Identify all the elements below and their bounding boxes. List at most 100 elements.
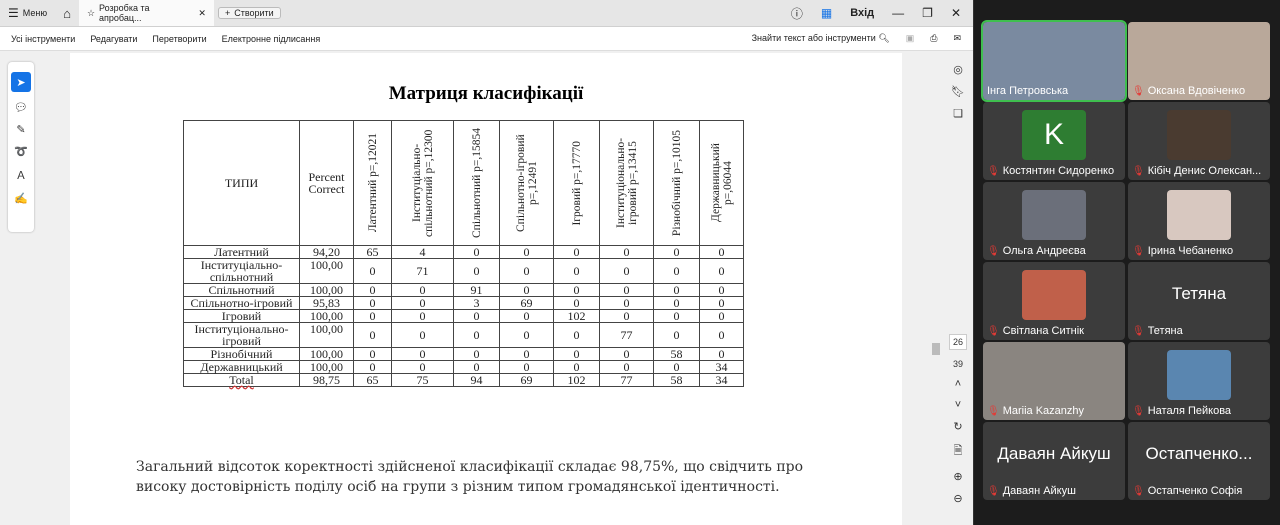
close-window-icon[interactable]: ✕ — [950, 6, 961, 20]
table-cell: 0 — [653, 360, 700, 374]
bookmark-icon[interactable]: 🔖︎ — [951, 86, 965, 98]
column-header: Латентний p=,12021 — [353, 120, 392, 246]
summary-paragraph: Загальний відсоток коректності здійснено… — [136, 459, 804, 495]
help-icon[interactable]: ⓘ — [790, 6, 803, 21]
page-down-icon[interactable]: ˅ — [954, 399, 962, 411]
table-cell: 100,00 — [299, 360, 354, 374]
table-cell: 69 — [499, 373, 554, 387]
apps-icon[interactable]: ▦ — [820, 6, 833, 20]
tab-bar: ☰ Меню ⌂ ☆ Розробка та апробац... ✕ + Створи… — [0, 0, 973, 27]
participant-tile[interactable]: Інга Петровська — [981, 20, 1127, 102]
table-cell: 34 — [699, 373, 744, 387]
table-cell: 0 — [499, 283, 554, 297]
zoom-in-icon[interactable]: ⊕ — [953, 471, 963, 483]
pages-icon[interactable]: ❏ — [953, 108, 963, 120]
column-header: Спільнотний p=,15854 — [453, 120, 500, 246]
table-row: Державницький 100,00 0 0 0 0 0 0 0 34 — [183, 360, 744, 374]
classification-table: ТИПИ Percent Correct Латентний p=,12021 Інс… — [183, 120, 744, 387]
edit-menu[interactable]: Редагувати — [90, 33, 138, 44]
participant-tile[interactable]: 🎙︎ Наталя Пейкова — [1128, 342, 1270, 420]
participant-tile[interactable]: 🎙︎ Кібіч Денис Олексан... — [1128, 102, 1270, 180]
participant-name: 🎙︎ Наталя Пейкова — [1132, 405, 1231, 417]
participant-tile[interactable]: Тетяна 🎙︎ Тетяна — [1128, 262, 1270, 340]
table-cell: 95,83 — [299, 296, 354, 310]
page-total: 39 — [952, 359, 963, 369]
column-header: Ігровий p=,17770 — [553, 120, 600, 246]
participant-photo — [1167, 350, 1231, 400]
zoom-out-icon[interactable]: ⊖ — [953, 493, 963, 505]
restore-icon[interactable]: ❐ — [922, 6, 933, 20]
participant-name: 🎙︎ Кібіч Денис Олексан... — [1132, 165, 1261, 177]
table-cell: 0 — [599, 258, 654, 284]
participant-tile[interactable]: 🎙︎ Mariia Kazanzhy — [983, 342, 1125, 420]
participant-name: 🎙︎ Світлана Ситнік — [987, 325, 1084, 337]
table-cell: 0 — [453, 360, 500, 374]
create-button[interactable]: + Створити — [217, 7, 281, 19]
participant-name: 🎙︎ Костянтин Сидоренко — [987, 165, 1114, 177]
home-button[interactable]: ⌂ — [55, 0, 79, 26]
participant-name-large: Тетяна — [1171, 284, 1227, 303]
signin-button[interactable]: Вхід — [850, 7, 875, 19]
page-number-input[interactable]: 26 — [948, 334, 967, 350]
name-text: Mariia Kazanzhy — [1002, 405, 1085, 417]
table-cell: 0 — [699, 245, 744, 259]
table-cell: 0 — [553, 283, 600, 297]
mic-muted-icon: 🎙︎ — [1132, 485, 1145, 497]
table-cell: 77 — [599, 373, 654, 387]
table-cell: 0 — [391, 360, 454, 374]
name-text: Даваян Айкуш — [1002, 485, 1076, 497]
table-cell: 102 — [553, 373, 600, 387]
table-cell: 0 — [499, 309, 554, 323]
table-cell: 0 — [391, 283, 454, 297]
participant-tile[interactable]: K 🎙︎ Костянтин Сидоренко — [983, 102, 1125, 180]
select-cursor-icon[interactable]: ➤ — [11, 72, 31, 92]
comment-tool-icon[interactable]: ◎ — [953, 64, 963, 76]
all-tools-menu[interactable]: Усі інструменти — [11, 33, 76, 44]
convert-menu[interactable]: Перетворити — [152, 33, 207, 44]
column-header: Інституціально-спільнотний p=,12300 — [391, 120, 454, 246]
table-cell: 0 — [653, 258, 700, 284]
participant-name: 🎙︎ Mariia Kazanzhy — [987, 405, 1084, 417]
close-tab-icon[interactable]: ✕ — [198, 7, 206, 18]
menu-button[interactable]: ☰ Меню — [0, 0, 55, 26]
text-select-icon[interactable]: Ａ — [15, 170, 27, 182]
quick-tools: ➤ 💬︎ ✎ ➰ Ａ ✍ — [8, 62, 34, 232]
table-cell: 0 — [391, 309, 454, 323]
table-cell: 0 — [453, 258, 500, 284]
mail-icon[interactable]: ✉ — [953, 33, 961, 43]
participant-tile[interactable]: Остапченко... 🎙︎ Остапченко Софія — [1128, 422, 1270, 500]
page-up-icon[interactable]: ˄ — [954, 378, 962, 390]
lasso-icon[interactable]: ➰ — [14, 146, 28, 158]
participant-tile[interactable]: 🎙︎ Світлана Ситнік — [983, 262, 1125, 340]
mic-muted-icon: 🎙︎ — [987, 325, 1000, 337]
participant-tile[interactable]: Даваян Айкуш 🎙︎ Даваян Айкуш — [983, 422, 1125, 500]
pen-icon[interactable]: ✎ — [16, 124, 26, 136]
table-cell: 0 — [553, 322, 600, 348]
table-cell: 77 — [599, 322, 654, 348]
table-cell: 100,00 — [299, 309, 354, 323]
sign-icon[interactable]: ✍ — [14, 193, 28, 205]
table-cell: 0 — [699, 347, 744, 361]
toolbar: Усі інструменти Редагувати Перетворити Е… — [0, 27, 973, 51]
document-tab[interactable]: ☆ Розробка та апробац... ✕ — [78, 0, 214, 26]
column-header: ТИПИ — [183, 120, 300, 246]
table-cell: 0 — [353, 309, 392, 323]
table-cell: 4 — [391, 245, 454, 259]
table-cell: 0 — [653, 322, 700, 348]
mic-muted-icon: 🎙︎ — [1132, 245, 1145, 257]
search-tools[interactable]: Знайти текст або інструменти 🔍︎ — [752, 33, 890, 44]
print-icon[interactable]: ⎙ — [930, 33, 938, 43]
participant-tile[interactable]: 🎙︎ Ірина Чебаненко — [1128, 182, 1270, 260]
esign-menu[interactable]: Електронне підлисання — [221, 33, 321, 44]
save-icon[interactable]: ▣ — [905, 33, 915, 43]
refresh-icon[interactable]: ↻ — [953, 421, 963, 433]
participant-tile[interactable]: 🎙︎ Ольга Андреєва — [983, 182, 1125, 260]
header-text: Державницький p=,06044 — [709, 143, 734, 223]
vertical-scrollbar[interactable] — [930, 53, 942, 525]
minimize-icon[interactable]: — — [892, 6, 905, 20]
save-page-icon[interactable]: 🗎︎ — [953, 445, 963, 457]
participant-tile[interactable]: 🎙︎ Оксана Вдовіченко — [1128, 22, 1270, 100]
participant-name: 🎙︎ Даваян Айкуш — [987, 485, 1076, 497]
column-header: Спільнотно-ігровий p=,12491 — [499, 120, 554, 246]
comment-icon[interactable]: 💬︎ — [14, 102, 28, 114]
